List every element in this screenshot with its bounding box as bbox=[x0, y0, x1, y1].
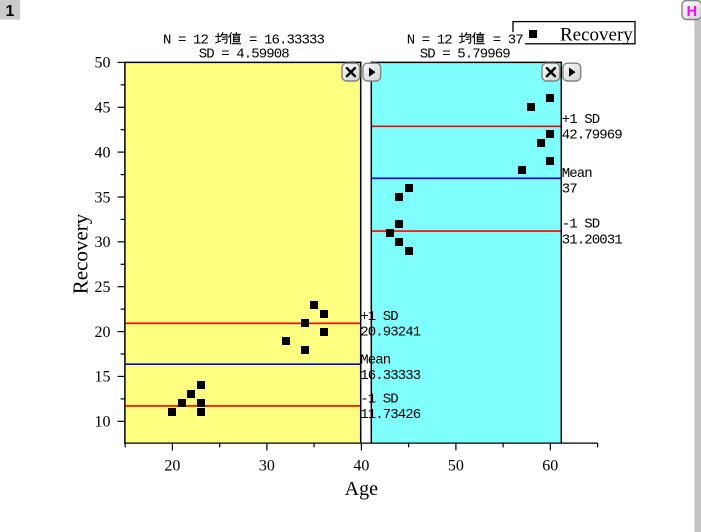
svg-text:30: 30 bbox=[259, 458, 275, 475]
svg-text:11.73426: 11.73426 bbox=[360, 407, 421, 423]
svg-text:1: 1 bbox=[6, 3, 15, 20]
svg-text:= 37: = 37 bbox=[485, 32, 523, 48]
svg-text:+1 SD: +1 SD bbox=[360, 309, 398, 325]
svg-text:Age: Age bbox=[345, 478, 378, 500]
svg-text:15: 15 bbox=[95, 369, 111, 386]
svg-text:42.79969: 42.79969 bbox=[562, 128, 623, 144]
svg-text:Recovery: Recovery bbox=[560, 24, 633, 45]
svg-text:20.93241: 20.93241 bbox=[360, 325, 421, 341]
svg-text:SD = 5.79969: SD = 5.79969 bbox=[420, 47, 511, 63]
svg-text:N = 12: N = 12 bbox=[163, 32, 209, 48]
svg-text:30: 30 bbox=[95, 234, 111, 251]
svg-text:37: 37 bbox=[562, 182, 578, 198]
svg-text:-1 SD: -1 SD bbox=[360, 392, 398, 408]
svg-text:Mean: Mean bbox=[562, 166, 593, 182]
svg-text:20: 20 bbox=[164, 458, 180, 475]
svg-text:50: 50 bbox=[448, 458, 464, 475]
svg-text:20: 20 bbox=[95, 324, 111, 341]
svg-text:40: 40 bbox=[95, 144, 111, 161]
svg-text:16.33333: 16.33333 bbox=[360, 368, 421, 384]
svg-text:31.20031: 31.20031 bbox=[562, 232, 623, 248]
svg-text:+1 SD: +1 SD bbox=[562, 112, 600, 128]
svg-text:40: 40 bbox=[353, 458, 369, 475]
svg-text:-1 SD: -1 SD bbox=[562, 217, 600, 233]
svg-text:10: 10 bbox=[95, 414, 111, 431]
svg-text:45: 45 bbox=[95, 100, 111, 117]
svg-text:SD = 4.59908: SD = 4.59908 bbox=[199, 47, 290, 63]
svg-text:25: 25 bbox=[95, 279, 111, 296]
svg-text:H: H bbox=[687, 4, 697, 20]
svg-text:N = 12: N = 12 bbox=[407, 32, 453, 48]
svg-text:35: 35 bbox=[95, 189, 111, 206]
svg-text:50: 50 bbox=[95, 55, 111, 72]
svg-text:60: 60 bbox=[542, 458, 558, 475]
svg-text:Recovery: Recovery bbox=[69, 213, 93, 294]
svg-text:= 16.33333: = 16.33333 bbox=[242, 32, 325, 48]
svg-text:Mean: Mean bbox=[360, 352, 391, 368]
